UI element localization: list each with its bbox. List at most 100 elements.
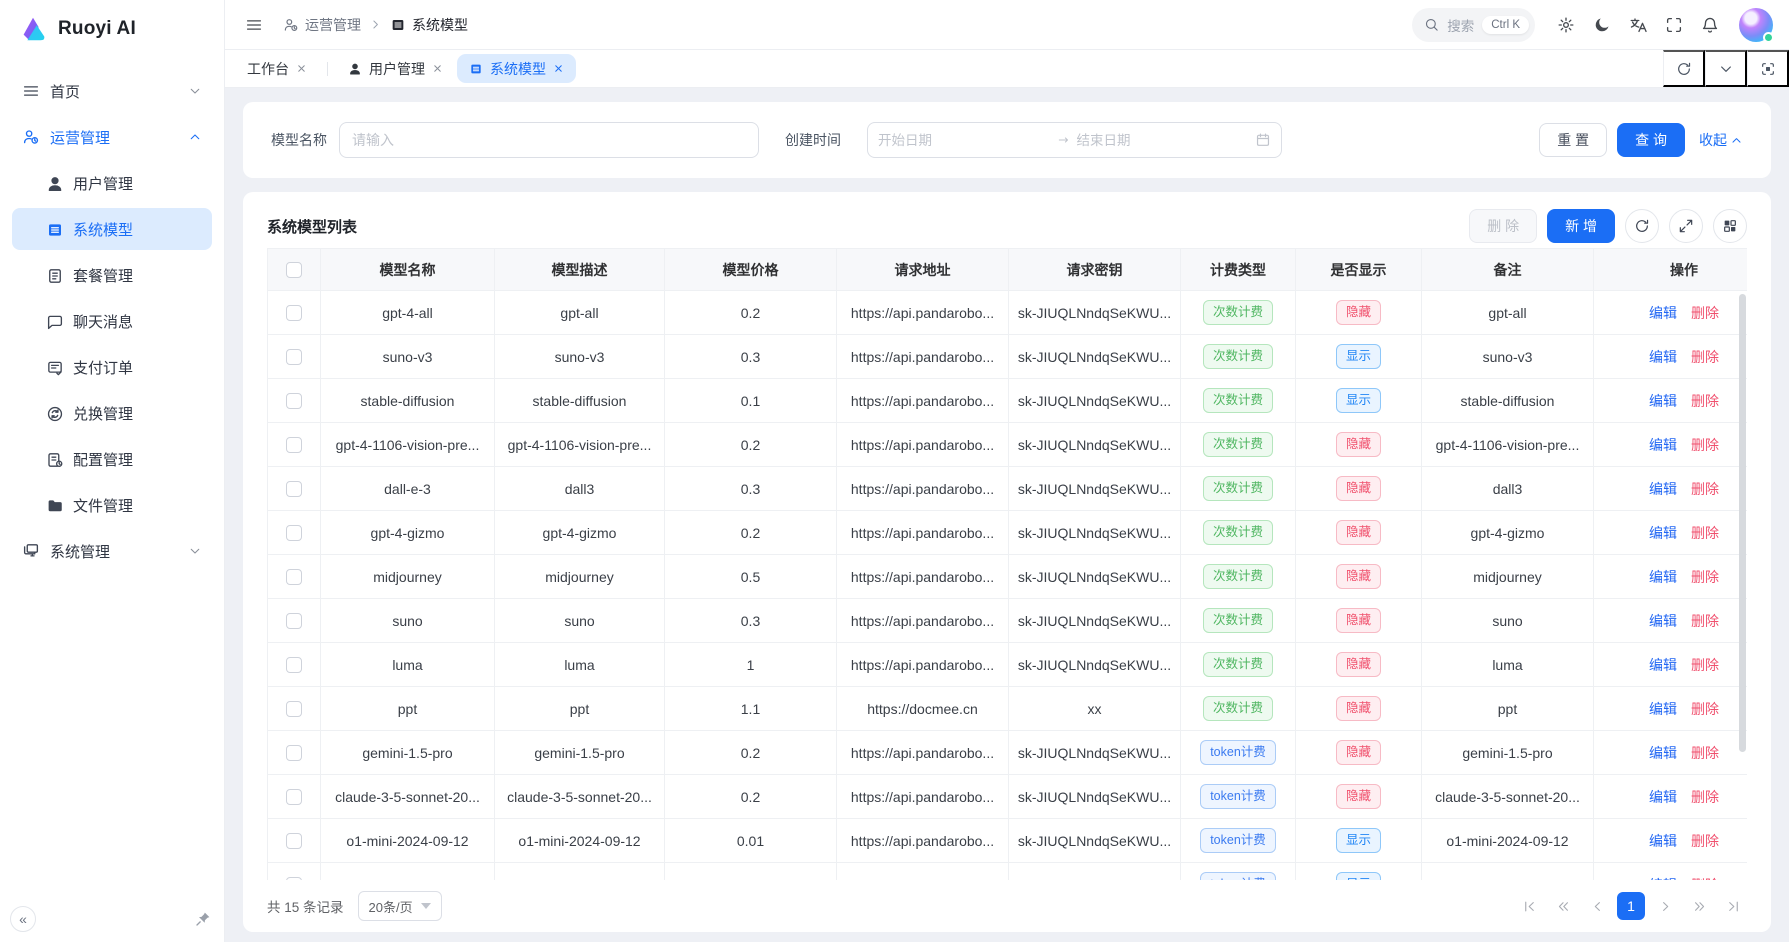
edit-link[interactable]: 编辑 [1649, 392, 1677, 409]
edit-link[interactable]: 编辑 [1649, 524, 1677, 541]
row-checkbox[interactable] [286, 393, 302, 410]
dark-mode-moon-icon[interactable] [1587, 10, 1617, 40]
delete-link[interactable]: 删除 [1691, 524, 1719, 541]
refresh-page-icon[interactable] [1663, 50, 1705, 87]
sidebar-item-package-management[interactable]: 套餐管理 [12, 254, 212, 296]
delete-link[interactable]: 删除 [1691, 304, 1719, 321]
model-name-input[interactable] [339, 122, 759, 158]
close-icon[interactable] [553, 63, 564, 74]
edit-link[interactable]: 编辑 [1649, 700, 1677, 717]
row-checkbox[interactable] [286, 305, 302, 322]
notification-bell-icon[interactable] [1695, 10, 1725, 40]
batch-delete-button[interactable]: 删 除 [1469, 209, 1538, 243]
settings-gear-icon[interactable] [1551, 10, 1581, 40]
pin-icon[interactable] [194, 910, 212, 928]
table-expand-icon[interactable] [1669, 209, 1703, 243]
close-icon[interactable] [432, 63, 443, 74]
start-date-input[interactable] [878, 132, 1051, 148]
prev-5-pages-icon[interactable] [1549, 892, 1577, 920]
delete-link[interactable]: 删除 [1691, 480, 1719, 497]
close-icon[interactable] [296, 63, 307, 74]
date-range-picker[interactable] [867, 122, 1282, 158]
delete-link[interactable]: 删除 [1691, 700, 1719, 717]
tab-menu-chevron-icon[interactable] [1705, 50, 1747, 87]
sidebar-item-payment-orders[interactable]: 支付订单 [12, 346, 212, 388]
sidebar-item-file-management[interactable]: 文件管理 [12, 484, 212, 526]
delete-link[interactable]: 删除 [1691, 788, 1719, 805]
row-checkbox[interactable] [286, 349, 302, 366]
fullscreen-icon[interactable] [1659, 10, 1689, 40]
delete-link[interactable]: 删除 [1691, 612, 1719, 629]
logo[interactable]: Ruoyi AI [0, 0, 224, 58]
first-page-icon[interactable] [1515, 892, 1543, 920]
user-avatar[interactable] [1739, 7, 1774, 43]
sidebar-collapse-button[interactable]: « [10, 906, 36, 932]
sidebar-item-operations[interactable]: 运营管理 [12, 116, 212, 158]
row-checkbox[interactable] [286, 701, 302, 718]
breadcrumb-item-system-model[interactable]: 系统模型 [390, 15, 468, 35]
breadcrumb-item-operations[interactable]: 运营管理 [283, 15, 361, 35]
last-page-icon[interactable] [1719, 892, 1747, 920]
next-page-icon[interactable] [1651, 892, 1679, 920]
column-settings-icon[interactable] [1713, 209, 1747, 243]
row-checkbox[interactable] [286, 833, 302, 850]
delete-link[interactable]: 删除 [1691, 877, 1719, 881]
delete-link[interactable]: 删除 [1691, 568, 1719, 585]
row-checkbox[interactable] [286, 877, 302, 880]
page-size-select[interactable]: 20条/页 [357, 891, 442, 921]
row-checkbox[interactable] [286, 481, 302, 498]
prev-page-icon[interactable] [1583, 892, 1611, 920]
delete-link[interactable]: 删除 [1691, 348, 1719, 365]
tab-system-model[interactable]: 系统模型 [457, 54, 576, 83]
edit-link[interactable]: 编辑 [1649, 877, 1677, 881]
vertical-scrollbar[interactable] [1739, 294, 1746, 752]
row-checkbox[interactable] [286, 613, 302, 630]
edit-link[interactable]: 编辑 [1649, 436, 1677, 453]
global-search[interactable]: 搜索 Ctrl K [1412, 7, 1535, 42]
reset-button[interactable]: 重 置 [1539, 123, 1608, 157]
tab-workbench[interactable]: 工作台 [235, 54, 319, 83]
tab-user-management[interactable]: 用户管理 [336, 54, 455, 83]
row-checkbox[interactable] [286, 437, 302, 454]
row-checkbox[interactable] [286, 789, 302, 806]
end-date-input[interactable] [1076, 132, 1249, 148]
column-header: 操作 [1593, 248, 1747, 291]
table-refresh-icon[interactable] [1625, 209, 1659, 243]
sidebar-item-chat-messages[interactable]: 聊天消息 [12, 300, 212, 342]
edit-link[interactable]: 编辑 [1649, 304, 1677, 321]
content-fullscreen-icon[interactable] [1747, 50, 1789, 87]
sidebar-item-config-management[interactable]: 配置管理 [12, 438, 212, 480]
edit-link[interactable]: 编辑 [1649, 568, 1677, 585]
edit-link[interactable]: 编辑 [1649, 788, 1677, 805]
sidebar-item-exchange-management[interactable]: 兑换管理 [12, 392, 212, 434]
select-all-checkbox[interactable] [286, 262, 302, 279]
delete-link[interactable]: 删除 [1691, 656, 1719, 673]
next-5-pages-icon[interactable] [1685, 892, 1713, 920]
collapse-filter-link[interactable]: 收起 [1699, 130, 1743, 150]
sidebar-item-system-model[interactable]: 系统模型 [12, 208, 212, 250]
sidebar-toggle-icon[interactable] [239, 10, 269, 40]
row-checkbox[interactable] [286, 525, 302, 542]
chevron-down-icon [188, 84, 202, 98]
edit-link[interactable]: 编辑 [1649, 832, 1677, 849]
row-checkbox[interactable] [286, 657, 302, 674]
edit-link[interactable]: 编辑 [1649, 348, 1677, 365]
delete-link[interactable]: 删除 [1691, 436, 1719, 453]
query-button[interactable]: 查 询 [1617, 123, 1685, 157]
edit-link[interactable]: 编辑 [1649, 480, 1677, 497]
delete-link[interactable]: 删除 [1691, 392, 1719, 409]
language-translate-icon[interactable] [1623, 10, 1653, 40]
delete-link[interactable]: 删除 [1691, 832, 1719, 849]
edit-link[interactable]: 编辑 [1649, 656, 1677, 673]
sidebar-item-user-management[interactable]: 用户管理 [12, 162, 212, 204]
row-checkbox[interactable] [286, 745, 302, 762]
sidebar-item-system-management[interactable]: 系统管理 [12, 530, 212, 572]
search-placeholder: 搜索 [1447, 18, 1475, 34]
delete-link[interactable]: 删除 [1691, 744, 1719, 761]
add-button[interactable]: 新 增 [1547, 209, 1615, 243]
edit-link[interactable]: 编辑 [1649, 612, 1677, 629]
current-page-button[interactable]: 1 [1617, 892, 1645, 920]
row-checkbox[interactable] [286, 569, 302, 586]
edit-link[interactable]: 编辑 [1649, 744, 1677, 761]
sidebar-item-home[interactable]: 首页 [12, 70, 212, 112]
